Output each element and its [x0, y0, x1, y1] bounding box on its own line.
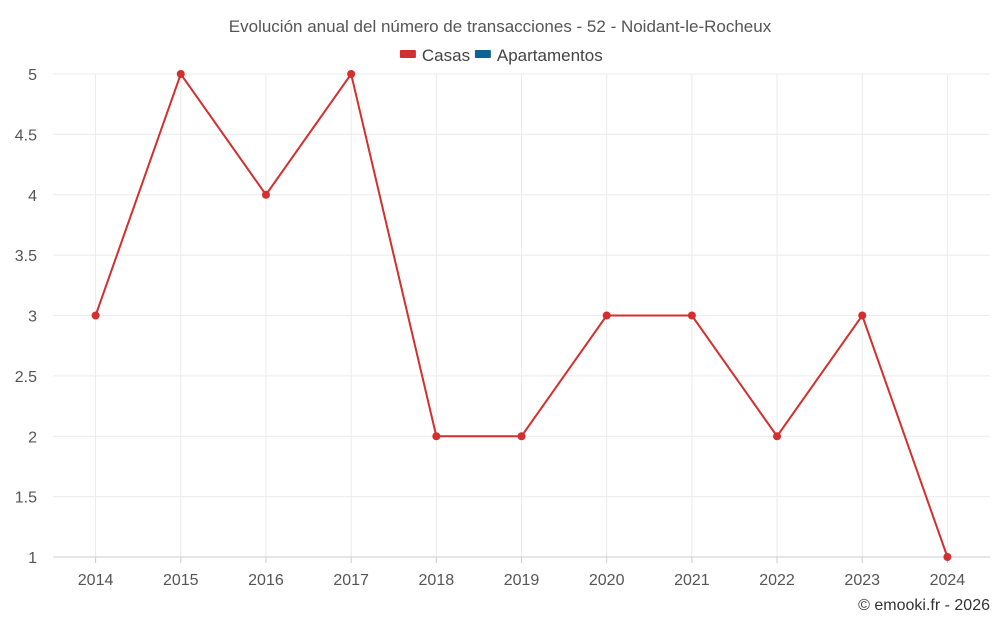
data-point [91, 311, 100, 320]
axes: 1 1.5 2 2.5 3 3.5 4 4.5 5 2014 2015 2016 2017 2018 201… [15, 67, 990, 589]
data-point [858, 311, 867, 320]
x-tick-label: 2024 [930, 572, 966, 589]
legend-swatch [399, 50, 416, 58]
data-point [261, 190, 270, 199]
data-point [773, 432, 782, 441]
legend-swatch [474, 50, 491, 58]
credit-text: © emooki.fr - 2026 [858, 597, 990, 614]
x-tick-label: 2014 [78, 572, 114, 589]
x-tick-label: 2022 [759, 572, 795, 589]
y-tick-label: 1.5 [15, 490, 37, 507]
legend-label: Casas [422, 46, 470, 65]
data-point [687, 311, 696, 320]
y-tick-label: 2.5 [15, 369, 37, 386]
x-tick-label: 2015 [163, 572, 199, 589]
chart-title: Evolución anual del número de transaccio… [229, 17, 772, 36]
x-tick-label: 2020 [589, 572, 625, 589]
x-tick-label: 2023 [844, 572, 880, 589]
series-layer [91, 70, 952, 561]
x-tick-label: 2017 [333, 572, 369, 589]
data-point [602, 311, 611, 320]
legend-item-casas: Casas [399, 46, 470, 65]
y-tick-label: 1 [28, 550, 37, 567]
y-tick-label: 3.5 [15, 248, 37, 265]
legend-item-apartamentos: Apartamentos [474, 46, 603, 65]
data-point [176, 70, 185, 78]
data-point [347, 70, 356, 78]
x-tick-label: 2018 [419, 572, 455, 589]
y-tick-label: 4 [28, 188, 37, 205]
x-tick-label: 2016 [248, 572, 284, 589]
y-tick-label: 4.5 [15, 127, 37, 144]
grid [53, 73, 990, 558]
legend: Casas Apartamentos [399, 46, 603, 65]
y-tick-label: 5 [28, 67, 37, 84]
x-tick-label: 2019 [504, 572, 540, 589]
y-tick-label: 3 [28, 309, 37, 326]
data-point [432, 432, 441, 441]
x-tick-label: 2021 [674, 572, 710, 589]
legend-label: Apartamentos [497, 46, 603, 65]
data-point [943, 553, 952, 561]
y-tick-label: 2 [28, 429, 37, 446]
data-point [517, 432, 526, 441]
